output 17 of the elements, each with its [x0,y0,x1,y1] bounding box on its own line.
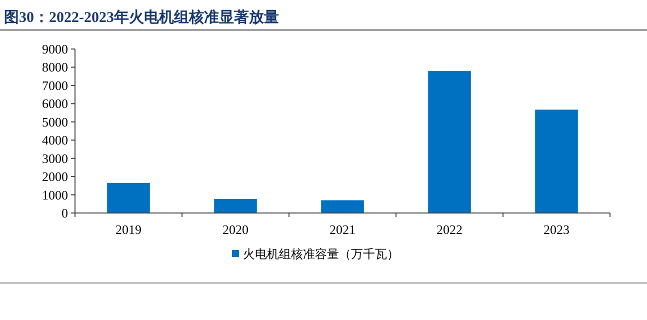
y-tick-label: 8000 [42,60,68,75]
y-tick-label: 1000 [42,187,68,202]
y-tick-label: 0 [62,206,68,220]
x-tick-label: 2021 [330,222,356,237]
x-tick-label: 2020 [222,222,248,237]
x-tick-label: 2023 [544,222,570,237]
legend-label: 火电机组核准容量（万千瓦） [243,247,399,261]
y-tick-label: 5000 [42,114,68,130]
chart-title: 图30：2022-2023年火电机组核准显著放量 [4,9,279,26]
y-tick-label: 7000 [42,78,68,93]
y-tick-label: 9000 [42,42,68,56]
x-tick-label: 2019 [116,222,142,237]
y-tick-label: 6000 [42,96,68,112]
y-tick-label: 2000 [42,169,68,184]
x-tick-label: 2022 [436,222,462,237]
y-tick-label: 4000 [42,132,68,148]
y-tick-label: 3000 [42,150,68,166]
